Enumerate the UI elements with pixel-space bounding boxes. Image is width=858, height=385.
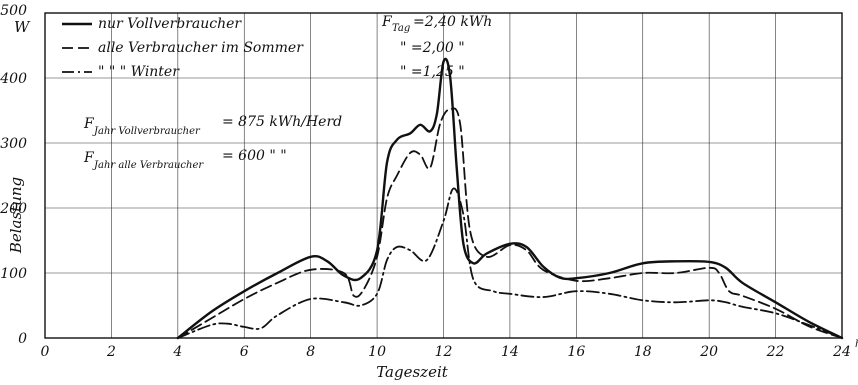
legend-value: " =1,25 " bbox=[400, 64, 465, 80]
annotation-symbol: F bbox=[83, 116, 95, 132]
y-tick-label: 400 bbox=[0, 71, 27, 87]
annotation-value: = 875 kWh/Herd bbox=[222, 114, 342, 130]
series-lines bbox=[176, 57, 844, 340]
x-tick-labels: 0 2 4 6 8 10 12 14 16 18 20 22 24 bbox=[41, 344, 851, 360]
y-axis-label: Belastung bbox=[7, 177, 25, 254]
legend-value: " =2,00 " bbox=[400, 40, 465, 56]
y-tick-label: 200 bbox=[0, 201, 27, 217]
plot-frame bbox=[44, 12, 843, 339]
y-tick-label: 0 bbox=[18, 331, 27, 347]
x-tick-label: 24 bbox=[832, 344, 851, 360]
x-axis-unit: h bbox=[855, 339, 858, 350]
series-line-dashdot bbox=[176, 187, 843, 339]
annotation-symbol: F bbox=[83, 150, 95, 166]
x-tick-label: 10 bbox=[368, 344, 386, 360]
legend-label: alle Verbraucher im Sommer bbox=[98, 40, 304, 56]
x-tick-label: 20 bbox=[699, 344, 718, 360]
x-tick-label: 4 bbox=[172, 344, 182, 360]
x-axis-label: Tageszeit bbox=[376, 363, 449, 381]
x-tick-label: 8 bbox=[306, 344, 315, 360]
series-line-solid bbox=[176, 57, 844, 340]
series-line-dashed bbox=[176, 107, 843, 339]
annotation-subscript: Jahr Vollverbraucher bbox=[92, 126, 201, 137]
annotation-subscript: Jahr alle Verbraucher bbox=[92, 160, 204, 171]
y-tick-labels: 0 100 200 300 400 500 bbox=[0, 3, 27, 347]
legend-label: " " " Winter bbox=[98, 64, 180, 80]
legend-value: =2,40 kWh bbox=[413, 14, 492, 30]
legend-f-subscript: Tag bbox=[392, 23, 410, 34]
y-tick-label: 100 bbox=[0, 266, 27, 282]
x-tick-label: 14 bbox=[501, 344, 519, 360]
x-tick-label: 12 bbox=[435, 344, 453, 360]
x-tick-label: 22 bbox=[766, 344, 785, 360]
x-tick-label: 18 bbox=[634, 344, 652, 360]
legend-f-symbol: F bbox=[381, 14, 393, 30]
y-tick-label: 300 bbox=[0, 136, 27, 152]
y-axis-unit: W bbox=[14, 18, 31, 36]
legend-label: nur Vollverbraucher bbox=[98, 16, 242, 32]
x-tick-label: 2 bbox=[106, 344, 116, 360]
y-tick-label: 500 bbox=[0, 3, 27, 19]
legend: nur Vollverbraucher F Tag =2,40 kWh alle Ver… bbox=[62, 14, 492, 80]
x-tick-label: 16 bbox=[567, 344, 585, 360]
x-tick-label: 0 bbox=[41, 344, 50, 360]
x-tick-label: 6 bbox=[240, 344, 249, 360]
annotation-value: = 600 " " bbox=[222, 148, 287, 164]
